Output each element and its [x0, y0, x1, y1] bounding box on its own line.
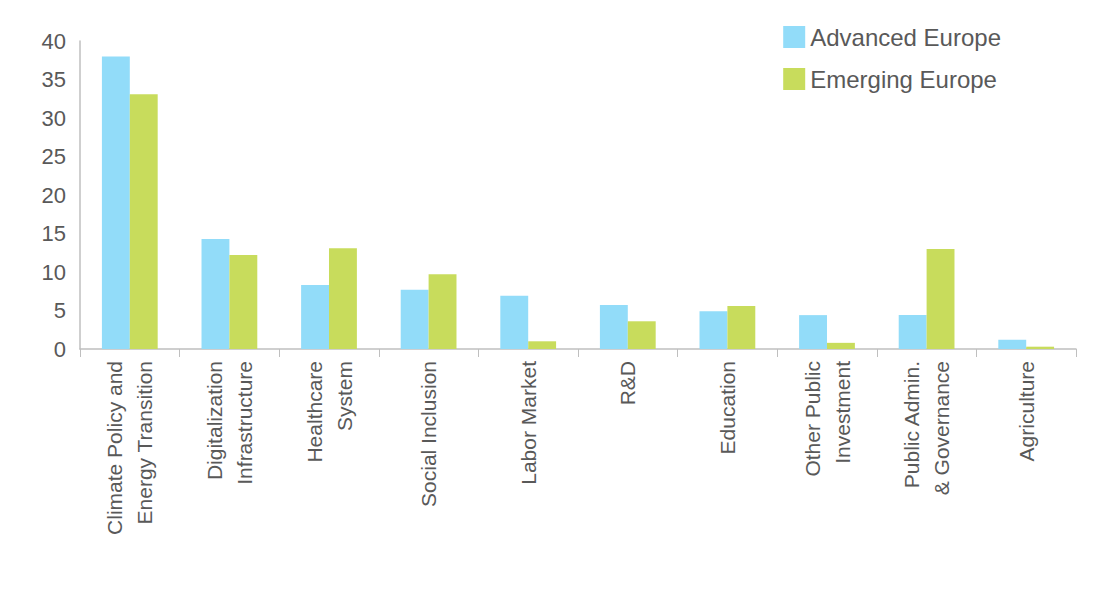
svg-text:Social Inclusion: Social Inclusion	[417, 361, 440, 507]
svg-text:& Governance: & Governance	[930, 361, 953, 495]
svg-text:Infrastructure: Infrastructure	[233, 361, 256, 485]
svg-text:25: 25	[42, 144, 66, 169]
svg-text:35: 35	[42, 67, 66, 92]
svg-text:0: 0	[54, 337, 66, 362]
svg-text:Emerging Europe: Emerging Europe	[810, 66, 997, 93]
svg-text:Advanced Europe: Advanced Europe	[810, 24, 1001, 51]
svg-text:Education: Education	[716, 361, 739, 454]
svg-text:40: 40	[42, 29, 66, 54]
svg-text:Other Public: Other Public	[801, 361, 824, 477]
svg-text:Agriculture: Agriculture	[1015, 361, 1038, 461]
svg-text:R&D: R&D	[616, 361, 639, 405]
svg-text:Labor Market: Labor Market	[517, 361, 540, 485]
svg-text:5: 5	[54, 298, 66, 323]
svg-text:15: 15	[42, 221, 66, 246]
svg-text:Investment: Investment	[831, 361, 854, 464]
svg-text:Digitalization: Digitalization	[203, 361, 226, 480]
svg-text:Climate Policy and: Climate Policy and	[103, 361, 126, 535]
svg-text:30: 30	[42, 106, 66, 131]
svg-text:10: 10	[42, 260, 66, 285]
svg-text:Healthcare: Healthcare	[303, 361, 326, 463]
svg-text:System: System	[333, 361, 356, 431]
svg-text:20: 20	[42, 183, 66, 208]
svg-text:Energy Transition: Energy Transition	[133, 361, 156, 524]
svg-text:Public Admin.: Public Admin.	[900, 361, 923, 488]
